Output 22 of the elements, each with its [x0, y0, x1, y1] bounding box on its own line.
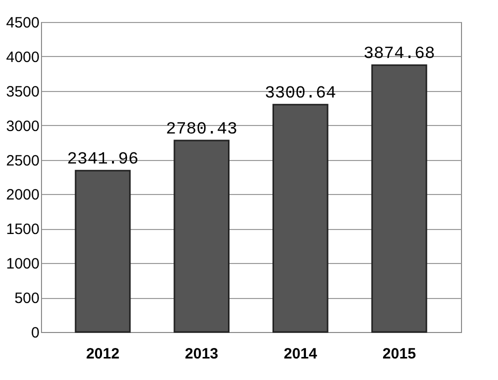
- y-tick-label: 1500: [6, 221, 40, 238]
- data-label: 2341.96: [67, 150, 138, 170]
- x-tick-label: 2013: [184, 346, 218, 362]
- bar: [272, 104, 328, 333]
- data-label: 3300.64: [264, 84, 336, 104]
- y-tick-label: 2500: [6, 152, 40, 170]
- y-tick-label: 500: [14, 290, 40, 308]
- x-tick-label: 2015: [382, 346, 416, 362]
- data-label: 3874.68: [364, 45, 435, 64]
- bar: [371, 64, 428, 333]
- y-tick-label: 4000: [6, 48, 40, 66]
- y-tick-label: 0: [31, 324, 40, 342]
- x-tick-label: 2012: [86, 346, 120, 362]
- y-tick-label: 3000: [6, 118, 40, 135]
- bar: [74, 170, 131, 333]
- y-tick-label: 2000: [6, 186, 40, 204]
- bar: [174, 140, 230, 333]
- data-label: 2780.43: [166, 120, 238, 140]
- x-tick-label: 2014: [284, 346, 318, 362]
- y-tick-label: 4500: [6, 14, 40, 32]
- y-tick-label: 1000: [6, 256, 40, 273]
- y-tick-label: 3500: [6, 83, 40, 100]
